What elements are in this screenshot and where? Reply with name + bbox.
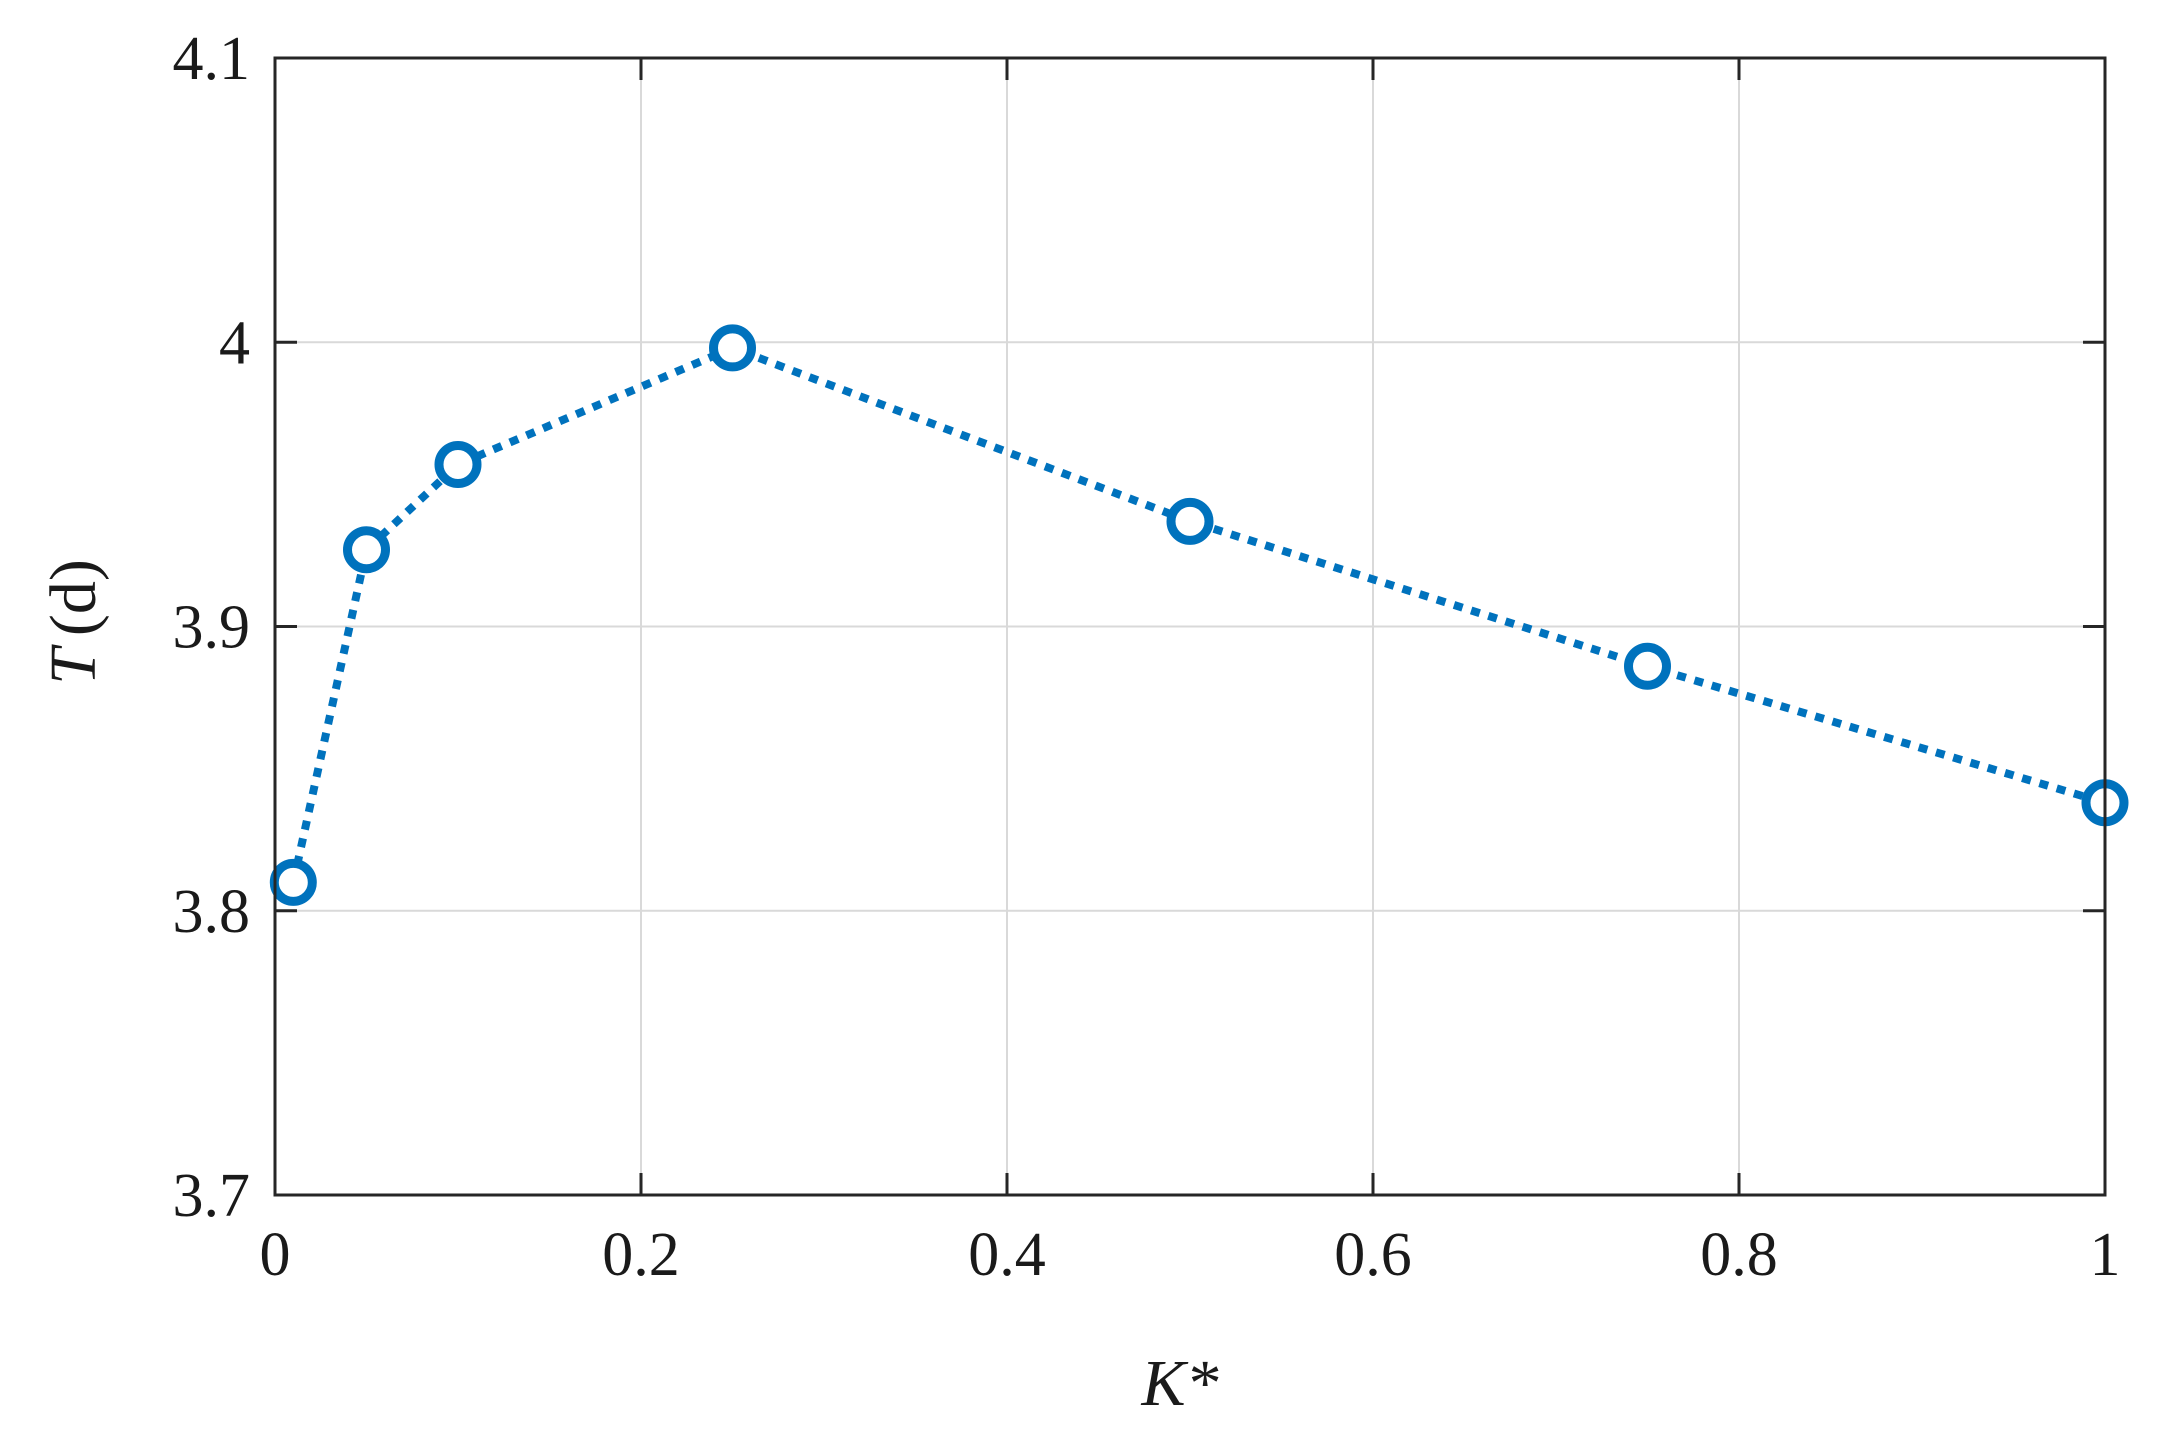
data-point-marker [1624,642,1671,690]
y-axis-label-unit: (d) [37,559,110,636]
data-point-marker [269,858,317,906]
x-tick-label: 0.2 [602,1221,680,1289]
x-tick-label: 0.8 [1700,1221,1778,1289]
y-axis-label-symbol: T [37,644,110,685]
x-tick-label: 0.4 [968,1221,1046,1289]
data-point-marker [1166,497,1214,545]
series-line [289,343,2107,884]
x-tick-label: 0 [260,1221,291,1289]
grid-layer [274,57,2106,1196]
x-axis-label: K* [1140,1347,1218,1420]
data-point-marker [434,440,482,488]
y-tick-label: 4.1 [173,25,251,93]
y-tick-label: 3.9 [173,594,251,662]
x-tick-label: 1 [2090,1221,2121,1289]
data-point-marker [709,324,756,372]
y-tick-label: 3.8 [173,878,251,946]
y-axis-label: T (d) [37,559,110,685]
data-point-marker [343,526,390,574]
y-tick-label: 3.7 [173,1162,251,1230]
y-tick-label: 4 [219,309,250,377]
tick-label-layer: 0 0.2 0.4 0.6 0.8 1 3.7 3.8 3.9 4 4.1 [173,25,2121,1289]
tick-layer [273,56,2107,1197]
x-tick-label: 0.6 [1334,1221,1412,1289]
series-layer [269,324,2129,906]
